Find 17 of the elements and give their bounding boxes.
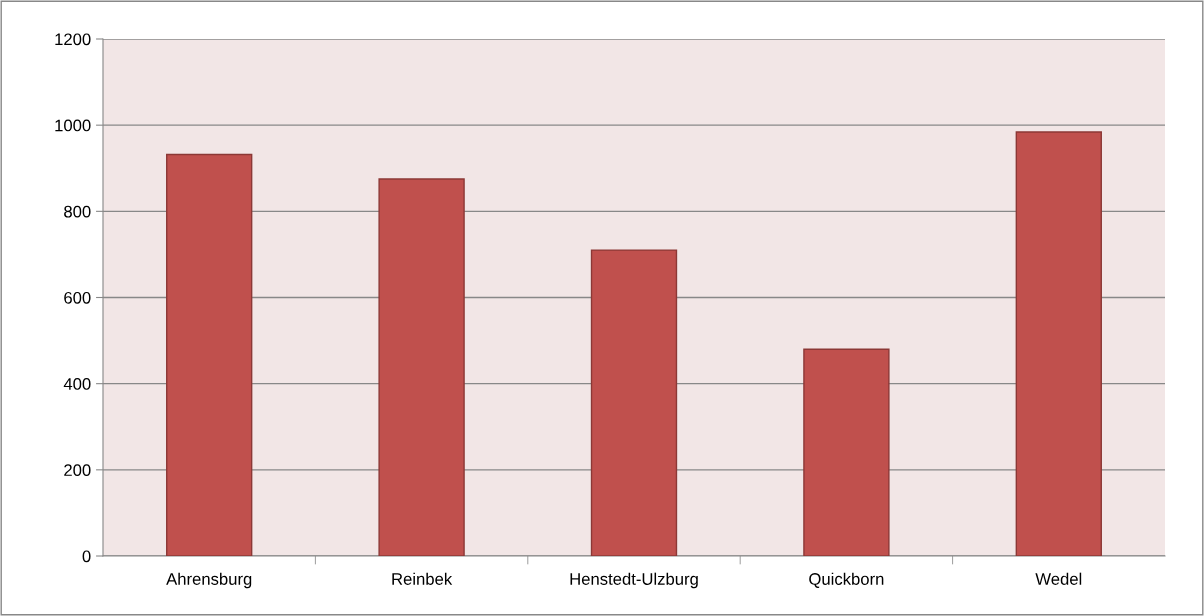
x-tick-label: Quickborn xyxy=(809,572,884,588)
bar xyxy=(590,249,678,556)
y-tick-label: 600 xyxy=(64,291,91,304)
y-tick-label: 400 xyxy=(63,378,91,390)
y-tick-label: 0 xyxy=(82,550,91,563)
y-tick-label: 1000 xyxy=(55,119,91,132)
bar xyxy=(166,153,253,556)
x-tick-label: Wedel xyxy=(1035,572,1082,585)
x-tick-label: Reinbek xyxy=(392,572,453,585)
y-tick-label: 200 xyxy=(64,464,91,477)
y-tick-label: 800 xyxy=(64,205,91,218)
x-tick-label: Ahrensburg xyxy=(166,572,252,589)
bar xyxy=(803,348,890,556)
bar xyxy=(378,178,465,556)
x-tick-label: Henstedt-Ulzburg xyxy=(570,572,698,589)
bar xyxy=(1015,131,1102,556)
y-tick-label: 1200 xyxy=(55,33,91,46)
